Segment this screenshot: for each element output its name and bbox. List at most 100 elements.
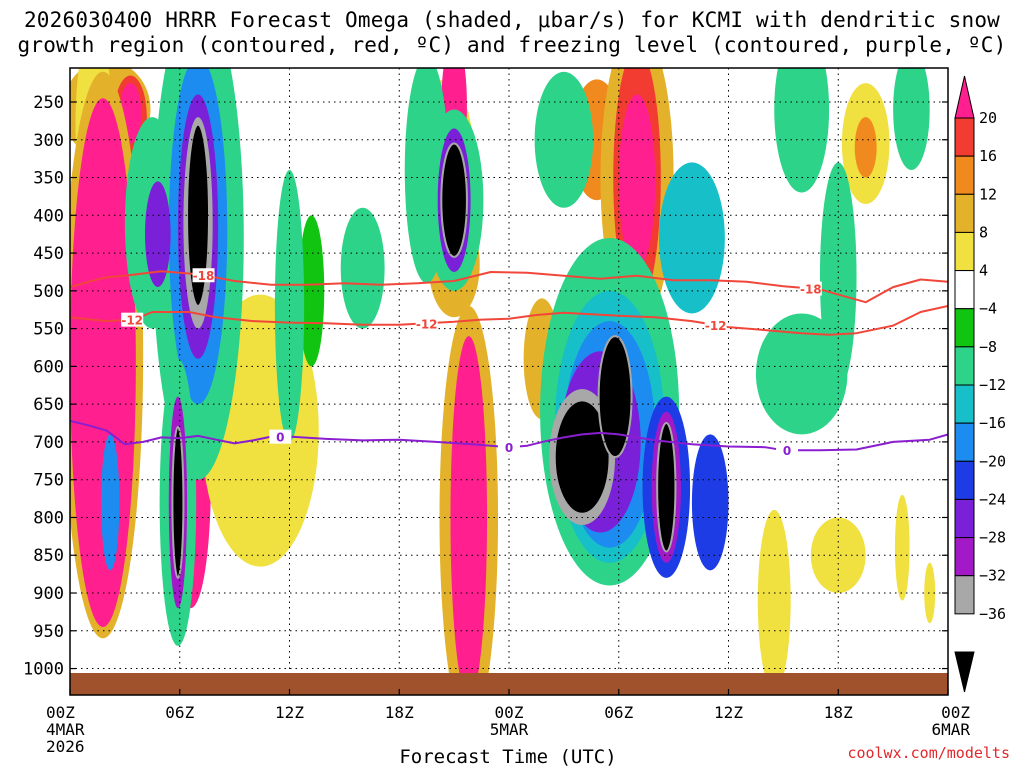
colorbar-label: 4	[979, 262, 988, 280]
omega-cell	[656, 422, 677, 553]
omega-cell	[810, 517, 866, 594]
colorbar-segment	[954, 575, 975, 615]
isotherm-label-bg	[121, 312, 144, 327]
x-tick-label: 00Z	[46, 703, 75, 722]
y-tick-label: 250	[33, 93, 64, 113]
omega-cell	[658, 162, 725, 314]
colorbar-label: −20	[979, 452, 1006, 470]
isotherm-label: 0	[505, 441, 513, 455]
colorbar-segment	[954, 422, 975, 462]
omega-cell	[854, 117, 877, 178]
colorbar-segment	[954, 384, 975, 424]
omega-cell	[144, 181, 171, 288]
colorbar-label: 16	[979, 147, 997, 165]
isotherm-label: -18	[800, 283, 822, 297]
colorbar-label: −12	[979, 376, 1006, 394]
colorbar-segment	[954, 537, 975, 577]
x-axis-label: Forecast Time (UTC)	[399, 746, 616, 768]
y-tick-label: 850	[33, 546, 64, 566]
isotherm-label-bg	[192, 268, 215, 283]
omega-cell	[171, 425, 185, 579]
colorbar-label: −24	[979, 490, 1006, 508]
y-tick-label: 900	[33, 584, 64, 604]
colorbar-segment	[954, 346, 975, 386]
isotherm-label: 0	[276, 431, 284, 445]
x-tick-date-label: 6MAR	[931, 720, 970, 739]
x-tick-label: 06Z	[604, 703, 633, 722]
omega-cell	[757, 509, 791, 692]
omega-cell	[893, 68, 930, 170]
colorbar-segment	[954, 308, 975, 348]
isotherm-label-bg	[269, 429, 292, 444]
isotherm-line	[70, 419, 948, 452]
y-tick-label: 950	[33, 622, 64, 642]
x-tick-date-label: 5MAR	[490, 720, 529, 739]
colorbar-top-arrow	[954, 75, 975, 119]
isotherm-line	[70, 270, 948, 304]
colorbar: 20 16 12 8 4 −4 −8 −12 −16 −20 −24 −28 −32 −36	[954, 75, 1006, 693]
colorbar-segment	[954, 498, 975, 539]
isotherm-line	[70, 305, 948, 336]
colorbar-bottom-arrow	[954, 651, 975, 693]
x-tick-label: 00Z	[941, 703, 970, 722]
omega-cell	[755, 313, 848, 435]
colorbar-segment	[954, 193, 975, 233]
colorbar-label: 12	[979, 185, 997, 203]
isotherm-label: 0	[783, 444, 791, 458]
isotherm-label-bg	[415, 316, 438, 331]
omega-cell	[924, 562, 936, 624]
colorbar-segment	[954, 117, 975, 157]
omega-cell	[534, 71, 594, 208]
x-tick-label: 00Z	[495, 703, 524, 722]
isotherm-label-bg	[704, 317, 727, 332]
y-tick-label: 750	[33, 471, 64, 491]
colorbar-label: −16	[979, 414, 1006, 432]
omega-cell	[597, 335, 633, 459]
y-tick-label: 400	[33, 206, 64, 226]
colorbar-segment	[954, 460, 975, 500]
omega-cell	[340, 207, 385, 329]
isotherm-label: -18	[193, 269, 215, 283]
omega-cell	[440, 142, 468, 258]
y-tick-label: 600	[33, 357, 64, 377]
colorbar-label: −8	[979, 338, 997, 356]
x-tick-label: 06Z	[165, 703, 194, 722]
isotherm-contours: -18 -18 -12 -12 -12 0 0 0	[70, 268, 948, 458]
omega-cell	[774, 68, 830, 193]
colorbar-label: −4	[979, 300, 997, 318]
isotherm-label-bg	[498, 440, 520, 455]
omega-cell	[691, 434, 729, 571]
x-tick-label: 12Z	[275, 703, 304, 722]
omega-cell	[553, 399, 611, 515]
omega-cell	[101, 434, 120, 571]
isotherm-label: -12	[416, 317, 438, 331]
colorbar-label: −32	[979, 567, 1006, 585]
omega-cell	[450, 336, 488, 695]
chart-title-line-2: growth region (contoured, red, ºC) and f…	[17, 33, 1007, 57]
y-tick-label: 450	[33, 244, 64, 264]
y-tick-label: 1000	[23, 660, 64, 680]
omega-cell	[618, 94, 656, 269]
axes: 250 300 350 400 450 500 550 600 650 700 750 800 850 9…	[23, 93, 970, 756]
x-tick-label: 18Z	[385, 703, 414, 722]
omega-cell	[70, 98, 136, 628]
isotherm-label: -12	[705, 319, 727, 333]
colorbar-segment	[954, 155, 975, 195]
omega-cell	[186, 123, 211, 307]
x-tick-year-label: 2026	[46, 737, 85, 756]
isotherm-label-bg	[799, 281, 822, 296]
colorbar-label: −28	[979, 529, 1006, 547]
y-tick-label: 350	[33, 169, 64, 189]
y-tick-label: 650	[33, 395, 64, 415]
y-tick-label: 550	[33, 320, 64, 340]
colorbar-segment	[954, 231, 975, 272]
y-tick-label: 500	[33, 282, 64, 302]
colorbar-label: 8	[979, 223, 988, 241]
x-tick-label: 18Z	[824, 703, 853, 722]
credit-link[interactable]: coolwx.com/modelts	[847, 744, 1010, 762]
isotherm-label-bg	[776, 443, 799, 458]
omega-field	[70, 68, 936, 695]
omega-cell	[894, 494, 910, 601]
y-tick-label: 700	[33, 433, 64, 453]
